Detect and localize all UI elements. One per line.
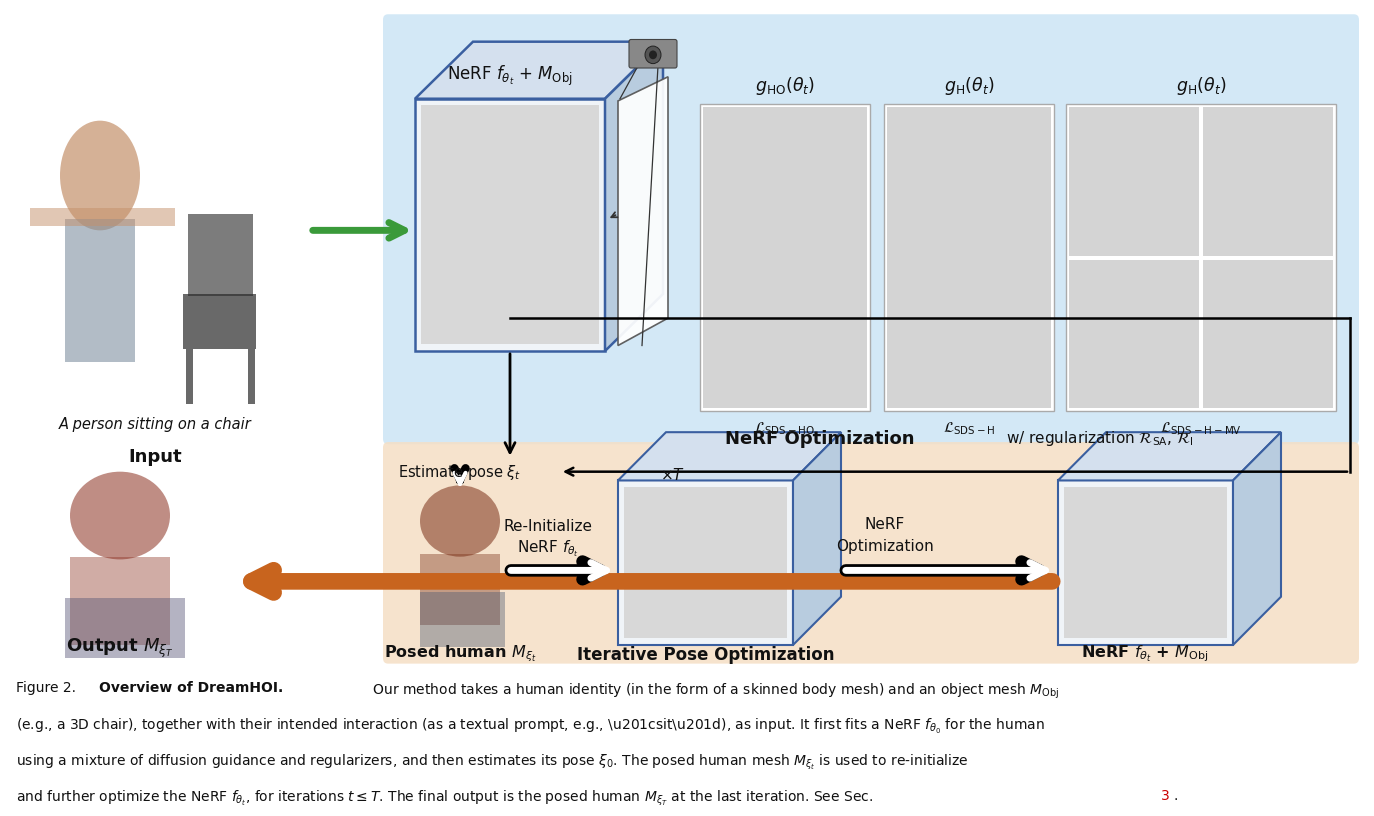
Text: $\mathcal{L}_{\rm SDS-H}$: $\mathcal{L}_{\rm SDS-H}$ <box>943 420 995 437</box>
Bar <box>420 554 500 625</box>
Bar <box>1204 108 1333 255</box>
Text: .: . <box>1173 789 1178 803</box>
Text: Estimate pose $\xi_t$: Estimate pose $\xi_t$ <box>398 463 522 482</box>
Polygon shape <box>415 42 664 99</box>
Text: $g_{\rm HO}(\theta_t)$: $g_{\rm HO}(\theta_t)$ <box>754 74 815 96</box>
Text: using a mixture of diffusion guidance and regularizers, and then estimates its p: using a mixture of diffusion guidance an… <box>16 753 969 773</box>
FancyBboxPatch shape <box>383 442 1359 663</box>
Text: Optimization: Optimization <box>837 539 934 554</box>
Circle shape <box>644 46 661 64</box>
Bar <box>888 108 1051 408</box>
Bar <box>1069 108 1200 255</box>
Bar <box>703 108 867 408</box>
Bar <box>1066 104 1336 411</box>
Bar <box>883 104 1054 411</box>
Bar <box>420 105 599 344</box>
Text: (e.g., a 3D chair), together with their intended interaction (as a textual promp: (e.g., a 3D chair), together with their … <box>16 717 1046 736</box>
Bar <box>30 208 174 226</box>
Polygon shape <box>618 77 668 345</box>
Text: Iterative Pose Optimization: Iterative Pose Optimization <box>577 645 835 663</box>
Polygon shape <box>793 432 841 645</box>
Text: Figure 2.: Figure 2. <box>16 681 85 695</box>
Text: Re-Initialize: Re-Initialize <box>503 519 592 534</box>
Text: NeRF Optimization: NeRF Optimization <box>725 429 915 447</box>
Text: Output $M_{\xi_T}$: Output $M_{\xi_T}$ <box>66 637 174 660</box>
Bar <box>65 598 185 659</box>
Text: NeRF $f_{\theta_t}$ + $M_{\rm Obj}$: NeRF $f_{\theta_t}$ + $M_{\rm Obj}$ <box>1081 643 1209 663</box>
Bar <box>699 104 870 411</box>
Bar <box>1063 487 1227 638</box>
Circle shape <box>649 51 657 60</box>
Text: Our method takes a human identity (in the form of a skinned body mesh) and an ob: Our method takes a human identity (in th… <box>368 681 1059 701</box>
Text: and further optimize the NeRF $f_{\theta_t}$, for iterations $t \leq T$. The fin: and further optimize the NeRF $f_{\theta… <box>16 789 875 809</box>
Text: Overview of DreamHOI.: Overview of DreamHOI. <box>99 681 283 695</box>
Polygon shape <box>618 432 841 481</box>
Text: $\mathcal{L}_{\rm SDS-HO}$: $\mathcal{L}_{\rm SDS-HO}$ <box>754 420 816 437</box>
Ellipse shape <box>60 121 140 230</box>
Bar <box>70 557 170 645</box>
Text: Posed human $M_{\xi_t}$: Posed human $M_{\xi_t}$ <box>383 643 536 663</box>
Polygon shape <box>605 42 664 351</box>
Polygon shape <box>1058 432 1281 481</box>
Text: Input: Input <box>128 447 181 466</box>
Bar <box>1204 260 1333 408</box>
Bar <box>183 294 256 348</box>
Ellipse shape <box>70 472 170 560</box>
Bar <box>420 592 506 647</box>
Text: A person sitting on a chair: A person sitting on a chair <box>59 417 251 432</box>
Bar <box>624 487 787 638</box>
Bar <box>247 348 256 404</box>
Polygon shape <box>1232 432 1281 645</box>
Ellipse shape <box>420 486 500 557</box>
Polygon shape <box>415 99 605 351</box>
Text: $\times T$: $\times T$ <box>660 468 686 483</box>
Text: NeRF $f_{\theta_t}$ + $M_{\rm Obj}$: NeRF $f_{\theta_t}$ + $M_{\rm Obj}$ <box>447 64 573 88</box>
Text: 3: 3 <box>1161 789 1169 803</box>
Bar <box>1069 260 1200 408</box>
Text: NeRF $f_{\theta_t}$: NeRF $f_{\theta_t}$ <box>517 539 578 559</box>
Text: $g_{\rm H}(\theta_t)$: $g_{\rm H}(\theta_t)$ <box>944 74 995 96</box>
Text: $\mathcal{L}_{\rm SDS-H-MV}$: $\mathcal{L}_{\rm SDS-H-MV}$ <box>1160 420 1242 437</box>
Polygon shape <box>618 481 793 645</box>
Text: NeRF: NeRF <box>864 517 905 532</box>
Bar <box>65 220 135 362</box>
Bar <box>188 214 253 296</box>
Polygon shape <box>1058 481 1232 645</box>
Text: $g_{\rm H}(\theta_t)$: $g_{\rm H}(\theta_t)$ <box>1176 74 1227 96</box>
Bar <box>185 348 192 404</box>
Text: w/ regularization $\mathcal{R}_{\rm SA}$, $\mathcal{R}_{\rm I}$: w/ regularization $\mathcal{R}_{\rm SA}$… <box>1006 428 1194 447</box>
FancyBboxPatch shape <box>383 14 1359 444</box>
FancyBboxPatch shape <box>629 39 677 68</box>
